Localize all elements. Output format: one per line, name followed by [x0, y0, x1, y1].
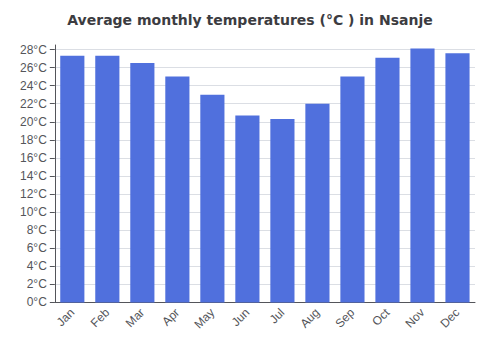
svg-text:Feb: Feb — [88, 305, 113, 330]
svg-text:2°C: 2°C — [27, 277, 47, 291]
svg-text:8°C: 8°C — [27, 223, 47, 237]
svg-text:28°C: 28°C — [20, 43, 47, 57]
svg-text:Apr: Apr — [159, 306, 182, 329]
svg-text:16°C: 16°C — [20, 151, 47, 165]
svg-text:Oct: Oct — [369, 305, 393, 329]
svg-text:24°C: 24°C — [20, 79, 47, 93]
svg-text:Jun: Jun — [229, 306, 253, 330]
svg-text:Mar: Mar — [123, 306, 148, 330]
svg-text:Nov: Nov — [402, 306, 427, 331]
svg-text:6°C: 6°C — [27, 241, 47, 255]
svg-text:12°C: 12°C — [20, 187, 47, 201]
svg-text:May: May — [191, 306, 217, 332]
svg-text:Aug: Aug — [297, 306, 322, 331]
svg-text:26°C: 26°C — [20, 61, 47, 75]
svg-text:Average monthly temperatures (: Average monthly temperatures (°C ) in Ns… — [67, 12, 432, 28]
svg-text:Sep: Sep — [332, 305, 357, 330]
svg-text:20°C: 20°C — [20, 115, 47, 129]
svg-text:22°C: 22°C — [20, 97, 47, 111]
svg-text:10°C: 10°C — [20, 205, 47, 219]
svg-text:Dec: Dec — [437, 306, 462, 331]
svg-text:Jul: Jul — [267, 306, 288, 327]
svg-text:0°C: 0°C — [27, 295, 47, 309]
svg-text:Jan: Jan — [54, 306, 78, 330]
svg-text:4°C: 4°C — [27, 259, 47, 273]
svg-text:18°C: 18°C — [20, 133, 47, 147]
svg-text:14°C: 14°C — [20, 169, 47, 183]
